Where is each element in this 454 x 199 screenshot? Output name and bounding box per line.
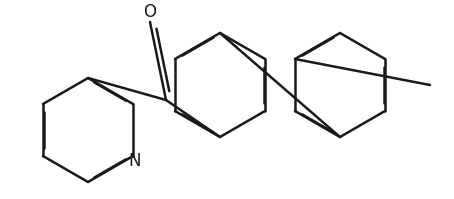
Text: N: N — [129, 152, 141, 170]
Text: O: O — [143, 3, 157, 21]
